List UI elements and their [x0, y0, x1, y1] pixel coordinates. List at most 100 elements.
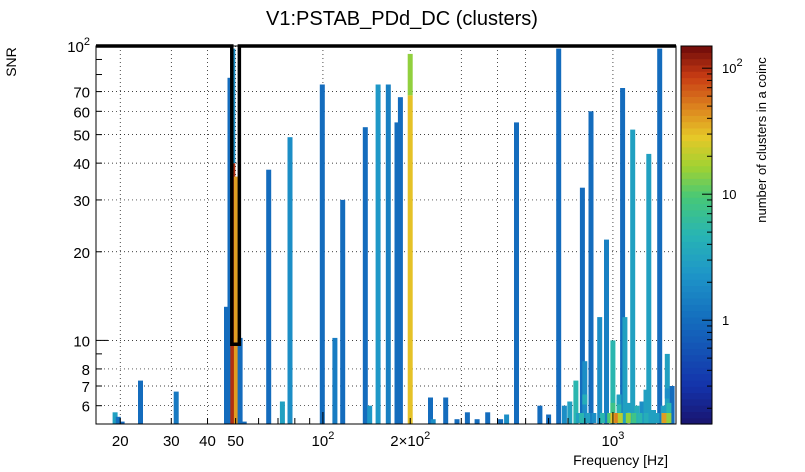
- colorbar-segment: [681, 115, 712, 123]
- data-cell: [607, 413, 613, 423]
- colorbar-segment: [681, 279, 712, 286]
- data-column: [567, 401, 573, 424]
- data-column: [669, 386, 675, 424]
- data-column: [620, 88, 626, 424]
- chart-title: V1:PSTAB_PDd_DC (clusters): [266, 8, 538, 30]
- y-tick-label: 60: [73, 104, 90, 121]
- data-column: [173, 391, 179, 424]
- colorbar-segment: [681, 235, 712, 242]
- y-tick-label: 30: [73, 193, 90, 210]
- colorbar-segment: [681, 272, 712, 280]
- colorbar-segment: [681, 367, 712, 375]
- data-cell: [661, 413, 667, 423]
- data-column: [514, 122, 519, 425]
- data-column: [332, 337, 338, 424]
- colorbar-segment: [681, 247, 712, 255]
- data-column: [224, 306, 229, 424]
- data-column: [428, 397, 433, 424]
- data-column: [657, 48, 663, 424]
- colorbar-segment: [681, 228, 712, 236]
- colorbar-segment: [681, 241, 712, 249]
- data-cell: [643, 413, 649, 423]
- colorbar-segment: [681, 83, 712, 91]
- data-cell: [654, 413, 660, 423]
- colorbar-segment: [681, 253, 712, 261]
- colorbar-segment: [681, 178, 712, 186]
- data-column: [537, 405, 543, 424]
- data-column: [630, 129, 636, 424]
- data-cell: [585, 413, 591, 423]
- colorbar-tick-label: 1: [722, 313, 729, 328]
- data-column: [407, 53, 413, 96]
- colorbar-segment: [681, 398, 712, 406]
- data-column: [498, 419, 504, 424]
- data-column: [279, 401, 285, 424]
- data-column: [407, 95, 413, 425]
- data-column: [443, 397, 449, 424]
- data-column: [233, 176, 239, 424]
- data-column: [504, 414, 510, 424]
- data-column: [367, 405, 373, 424]
- data-column: [362, 127, 368, 424]
- data-column: [266, 169, 272, 424]
- colorbar-segment: [681, 184, 712, 192]
- colorbar-segment: [681, 140, 712, 148]
- data-column: [474, 419, 480, 424]
- colorbar-segment: [681, 46, 712, 53]
- data-column: [430, 419, 436, 424]
- data-cell: [664, 388, 670, 399]
- colorbar-segment: [681, 58, 712, 66]
- colorbar-segment: [681, 222, 712, 230]
- colorbar-segment: [681, 71, 712, 79]
- data-cell: [666, 413, 672, 423]
- colorbar-segment: [681, 354, 712, 362]
- colorbar-segment: [681, 348, 712, 356]
- x-tick-label: 50: [227, 433, 244, 450]
- data-column: [397, 97, 403, 424]
- colorbar-segment: [681, 102, 712, 110]
- data-cell: [631, 413, 637, 423]
- data-column: [610, 340, 616, 424]
- data-column: [237, 337, 243, 424]
- data-column: [340, 199, 346, 424]
- x-tick-label: 2×102: [390, 430, 430, 450]
- y-tick-label: 10: [73, 333, 90, 350]
- colorbar-segment: [681, 121, 712, 129]
- colorbar-segment: [681, 134, 712, 142]
- y-tick-label: 70: [73, 85, 90, 102]
- colorbar-segment: [681, 266, 712, 274]
- data-column: [394, 122, 400, 425]
- colorbar-segment: [681, 216, 712, 223]
- colorbar-segment: [681, 260, 712, 268]
- data-cell: [637, 413, 643, 423]
- data-column: [227, 77, 233, 425]
- data-column: [582, 361, 588, 424]
- y-tick-label: 40: [73, 156, 90, 173]
- colorbar-segment: [681, 172, 712, 179]
- data-cell: [599, 413, 605, 423]
- colorbar-tick-label: 10: [722, 187, 736, 202]
- data-column: [287, 137, 293, 424]
- y-tick-label: 8: [82, 362, 90, 379]
- x-tick-label: 30: [163, 433, 180, 450]
- colorbar-segment: [681, 165, 712, 173]
- data-column: [115, 416, 121, 424]
- data-column: [639, 401, 645, 424]
- data-column: [634, 405, 640, 424]
- data-cell: [616, 402, 622, 413]
- data-cell: [575, 413, 581, 423]
- data-column: [138, 380, 143, 424]
- data-cell: [625, 402, 631, 413]
- colorbar-segment: [681, 411, 712, 419]
- colorbar-segment: [681, 379, 712, 387]
- colorbar-label: number of clusters in a coinc: [754, 57, 769, 223]
- x-tick-label: 102: [312, 430, 335, 450]
- data-column: [112, 412, 118, 424]
- colorbar-segment: [681, 298, 712, 305]
- colorbar-segment: [681, 310, 712, 318]
- data-column: [597, 317, 603, 424]
- data-cell: [582, 394, 588, 405]
- colorbar-segment: [681, 304, 712, 312]
- colorbar-segment: [681, 405, 712, 412]
